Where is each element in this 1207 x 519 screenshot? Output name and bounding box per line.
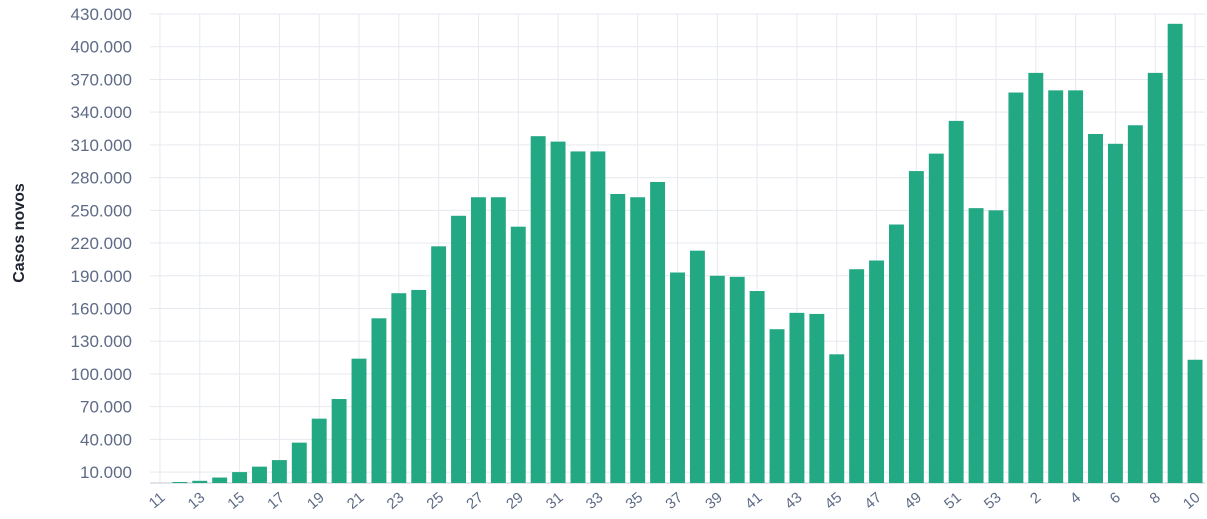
bar [311,418,327,483]
x-tick-label: 25 [423,489,447,513]
bar [371,318,387,483]
x-tick-label: 47 [861,489,885,513]
bar [670,272,685,483]
x-tick-label: 29 [503,489,527,513]
bar [1008,92,1024,483]
bar [1187,359,1203,483]
x-tick-label: 13 [185,489,209,513]
bar [530,136,546,483]
bars [172,23,1203,484]
bar [829,354,845,483]
bar [232,472,248,483]
bar [610,193,626,483]
y-axis-ticks: 10.000 40.000 70.000 100.000 130.000 160.000 1… [71,5,132,482]
bar [172,482,188,483]
bar [689,250,705,483]
bar [908,171,924,483]
bar [888,224,904,484]
x-tick-label: 4 [1067,489,1084,507]
x-tick-label: 35 [623,489,647,513]
x-tick-label: 19 [304,489,328,513]
bar [709,275,725,483]
y-tick-label: 130.000 [71,332,132,351]
x-tick-label: 45 [822,489,846,513]
y-tick-label: 40.000 [80,430,132,449]
bar [809,313,825,483]
x-tick-label: 31 [543,489,567,513]
x-tick-label: 6 [1107,489,1124,507]
bar [869,260,885,483]
bar [729,276,745,483]
x-tick-label: 33 [583,489,607,513]
bar [1088,133,1103,483]
x-tick-label: 43 [782,489,806,513]
bar [849,269,865,483]
bar [431,246,447,483]
y-tick-label: 430.000 [71,5,132,24]
bar [411,289,427,483]
x-tick-label: 10 [1180,489,1204,513]
bar [510,226,526,484]
bar [192,480,208,483]
x-tick-label: 15 [224,489,248,513]
x-tick-label: 51 [941,489,965,513]
bar [948,120,964,484]
bar [212,477,228,483]
y-tick-label: 220.000 [71,234,132,253]
bar [1147,72,1163,483]
bar [928,153,944,483]
x-tick-label: 53 [981,489,1005,513]
bar [271,460,287,483]
bar [1028,72,1044,483]
y-tick-label: 310.000 [71,136,132,155]
y-tick-label: 70.000 [80,398,132,417]
y-tick-label: 250.000 [71,201,132,220]
bar [1127,125,1143,483]
bar [331,399,347,483]
y-tick-label: 370.000 [71,70,132,89]
y-tick-label: 100.000 [71,365,132,384]
x-tick-label: 37 [662,489,686,513]
bar [351,358,367,483]
bar [1167,23,1183,483]
y-tick-label: 280.000 [71,169,132,188]
x-tick-label: 39 [702,489,726,513]
x-tick-label: 49 [901,489,925,513]
y-tick-label: 340.000 [71,103,132,122]
bar [291,442,307,483]
bar [490,197,506,483]
x-tick-label: 41 [742,489,766,513]
bar [1068,90,1084,483]
y-tick-label: 190.000 [71,267,132,286]
y-tick-label: 160.000 [71,299,132,318]
x-tick-label: 2 [1027,489,1044,507]
y-axis-label: Casos novos [11,183,28,283]
bar [650,181,666,483]
bar [988,210,1004,484]
bar [749,291,765,483]
x-axis-ticks: 11 13 15 17 19 21 23 25 27 29 31 33 35 37 39 41 43 45 47 49… [146,489,1204,513]
x-tick-label: 17 [264,489,288,513]
bar [769,329,785,483]
bar [550,141,566,483]
bar [570,151,586,483]
x-tick-label: 21 [344,489,368,513]
bar [789,312,805,483]
bar [968,208,984,484]
bar [1107,143,1123,483]
x-tick-label: 8 [1146,489,1163,507]
bar [451,215,467,484]
x-tick-label: 27 [463,489,487,513]
bar [470,197,486,483]
bar [630,197,646,483]
bar [1048,90,1064,483]
x-tick-label: 11 [146,489,169,512]
y-tick-label: 10.000 [80,463,132,482]
bar [590,151,606,483]
bar [252,466,267,483]
bar [391,293,407,483]
y-tick-label: 400.000 [71,38,132,57]
x-tick-label: 23 [384,489,408,513]
